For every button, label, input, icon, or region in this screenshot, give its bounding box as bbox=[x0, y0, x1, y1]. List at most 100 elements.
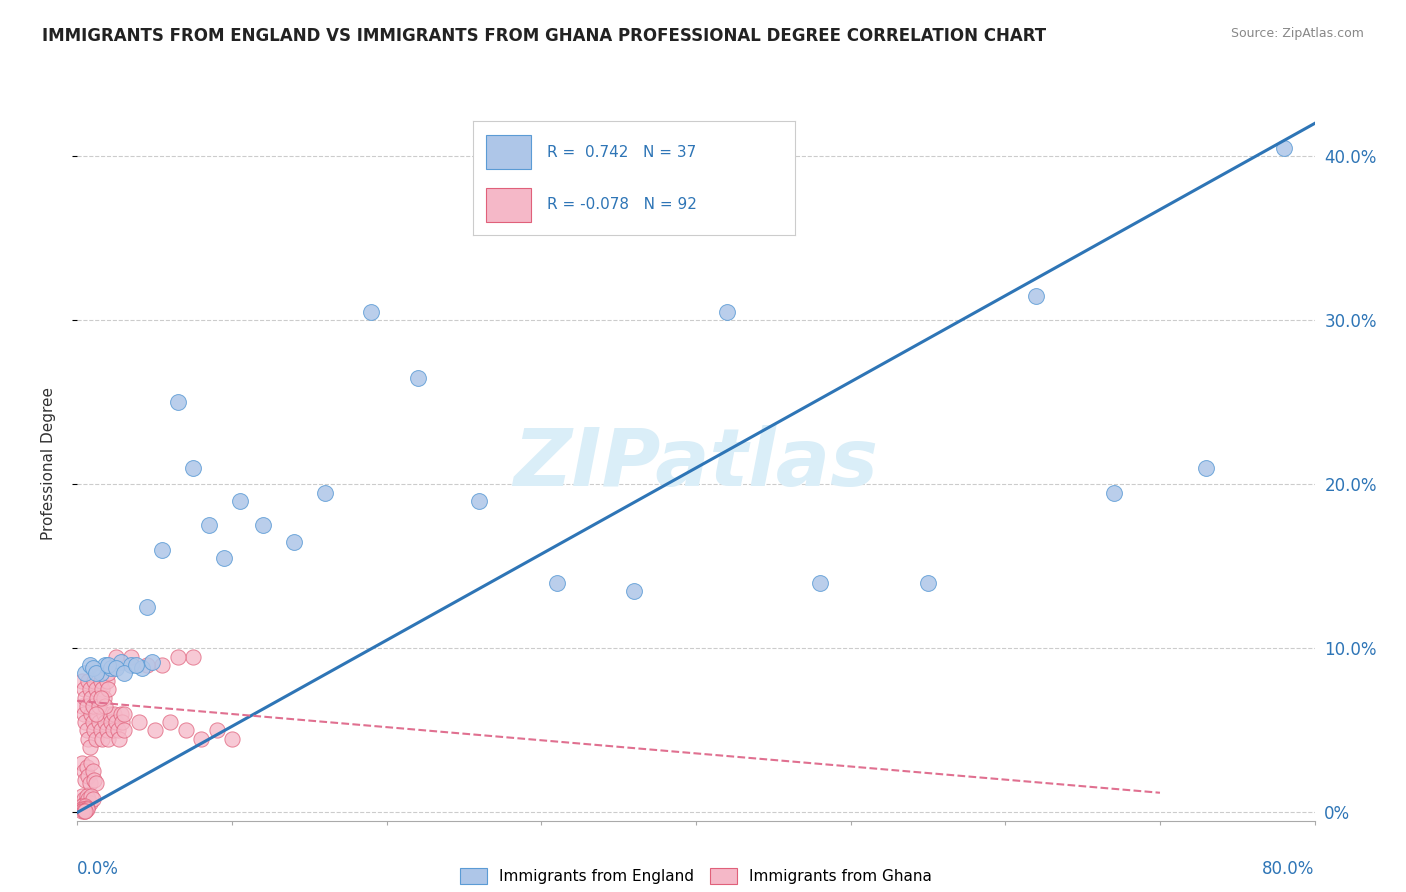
Point bbox=[83, 723, 105, 738]
Point bbox=[84, 665, 107, 680]
Point bbox=[70, 674, 93, 689]
Point bbox=[97, 665, 120, 680]
Point bbox=[90, 690, 112, 705]
Point bbox=[141, 655, 163, 669]
Point bbox=[75, 665, 96, 680]
Point bbox=[77, 792, 100, 806]
Point bbox=[72, 792, 94, 806]
Text: Source: ZipAtlas.com: Source: ZipAtlas.com bbox=[1230, 27, 1364, 40]
Point bbox=[86, 690, 108, 705]
Point bbox=[72, 800, 94, 814]
Point bbox=[94, 715, 117, 730]
Point bbox=[205, 723, 228, 738]
Point bbox=[84, 776, 107, 790]
Point bbox=[198, 518, 221, 533]
Point bbox=[84, 706, 107, 721]
Text: ZIPatlas: ZIPatlas bbox=[513, 425, 879, 503]
Y-axis label: Professional Degree: Professional Degree bbox=[42, 387, 56, 541]
Point bbox=[76, 800, 98, 814]
Point bbox=[112, 665, 135, 680]
Point bbox=[76, 802, 98, 816]
Point bbox=[72, 764, 94, 779]
Point bbox=[167, 395, 190, 409]
Point bbox=[183, 649, 205, 664]
Point bbox=[70, 756, 93, 771]
Point bbox=[72, 682, 94, 697]
Point bbox=[77, 769, 100, 783]
Point bbox=[94, 698, 117, 713]
Point bbox=[97, 657, 120, 672]
Point bbox=[1025, 288, 1047, 302]
Point bbox=[76, 698, 98, 713]
Point bbox=[252, 518, 274, 533]
Point bbox=[128, 715, 150, 730]
Point bbox=[82, 764, 104, 779]
Point bbox=[79, 657, 101, 672]
Point bbox=[91, 682, 114, 697]
Text: IMMIGRANTS FROM ENGLAND VS IMMIGRANTS FROM GHANA PROFESSIONAL DEGREE CORRELATION: IMMIGRANTS FROM ENGLAND VS IMMIGRANTS FR… bbox=[42, 27, 1046, 45]
Point bbox=[90, 665, 112, 680]
Point bbox=[72, 804, 94, 818]
Point bbox=[93, 706, 115, 721]
Point bbox=[112, 706, 135, 721]
Point bbox=[808, 575, 831, 590]
Point bbox=[70, 802, 93, 816]
Point bbox=[79, 682, 101, 697]
Point bbox=[76, 789, 98, 803]
Point bbox=[75, 715, 96, 730]
Point bbox=[84, 682, 107, 697]
Point bbox=[111, 715, 134, 730]
Point bbox=[468, 493, 491, 508]
Point bbox=[70, 698, 93, 713]
Point bbox=[70, 798, 93, 813]
Point bbox=[121, 649, 143, 664]
Point bbox=[183, 461, 205, 475]
Point bbox=[94, 657, 117, 672]
Point bbox=[90, 674, 112, 689]
Point bbox=[75, 772, 96, 787]
Point bbox=[131, 661, 153, 675]
Point bbox=[152, 657, 174, 672]
Point bbox=[143, 723, 166, 738]
Point bbox=[110, 706, 132, 721]
Point bbox=[72, 802, 94, 816]
Point bbox=[100, 661, 122, 675]
Point bbox=[91, 731, 114, 746]
Text: 0.0%: 0.0% bbox=[77, 860, 120, 878]
Point bbox=[110, 655, 132, 669]
Point bbox=[72, 706, 94, 721]
Point bbox=[97, 682, 120, 697]
Point bbox=[716, 305, 738, 319]
Point bbox=[75, 804, 96, 818]
Point bbox=[221, 731, 243, 746]
Point bbox=[152, 543, 174, 558]
Point bbox=[76, 759, 98, 773]
Point bbox=[79, 739, 101, 754]
Point bbox=[1195, 461, 1218, 475]
Point bbox=[70, 804, 93, 818]
Point bbox=[406, 370, 429, 384]
Point bbox=[360, 305, 382, 319]
Point bbox=[75, 798, 96, 813]
Point bbox=[100, 715, 122, 730]
Point bbox=[103, 706, 125, 721]
Point bbox=[105, 715, 128, 730]
Point bbox=[87, 715, 110, 730]
Point bbox=[82, 661, 104, 675]
Point bbox=[83, 772, 105, 787]
Point bbox=[80, 756, 103, 771]
Point bbox=[82, 715, 104, 730]
Point bbox=[546, 575, 568, 590]
Point bbox=[107, 723, 129, 738]
Point bbox=[101, 723, 124, 738]
Point bbox=[83, 674, 105, 689]
Point bbox=[136, 600, 159, 615]
Point bbox=[167, 649, 190, 664]
Point bbox=[96, 723, 118, 738]
Point bbox=[93, 690, 115, 705]
Point bbox=[623, 584, 645, 599]
Point bbox=[80, 706, 103, 721]
Point bbox=[917, 575, 939, 590]
Point bbox=[77, 731, 100, 746]
Point bbox=[159, 715, 181, 730]
